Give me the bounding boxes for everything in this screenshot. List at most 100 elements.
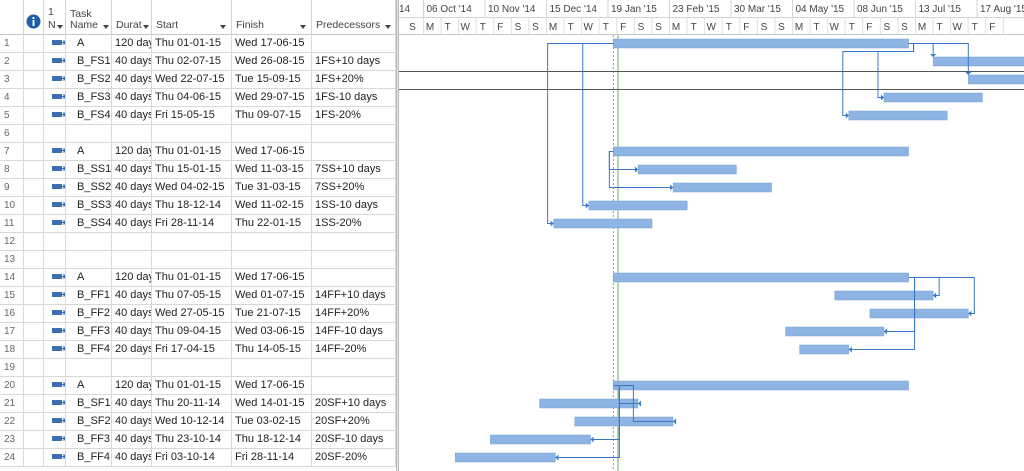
task-name-cell[interactable]: A (66, 35, 112, 52)
row-number[interactable]: 17 (0, 323, 24, 340)
start-cell[interactable]: Thu 18-12-14 (152, 197, 232, 214)
duration-cell[interactable]: 40 days (112, 305, 152, 322)
table-row[interactable]: 8 B_SS1 40 days Thu 15-01-15 Wed 11-03-15 7SS… (0, 161, 396, 179)
finish-cell[interactable]: Tue 03-02-15 (232, 413, 312, 430)
finish-cell[interactable] (232, 125, 312, 142)
duration-cell[interactable] (112, 125, 152, 142)
finish-cell[interactable]: Tue 21-07-15 (232, 305, 312, 322)
finish-cell[interactable]: Wed 17-06-15 (232, 269, 312, 286)
duration-cell[interactable]: 40 days (112, 287, 152, 304)
row-number[interactable]: 8 (0, 161, 24, 178)
duration-cell[interactable]: 120 day (112, 35, 152, 52)
indicator-cell[interactable] (24, 53, 44, 70)
indicator-cell[interactable] (24, 215, 44, 232)
predecessors-cell[interactable] (312, 233, 396, 250)
predecessors-cell[interactable]: 14FF-10 days (312, 323, 396, 340)
finish-cell[interactable]: Tue 31-03-15 (232, 179, 312, 196)
finish-cell[interactable]: Wed 26-08-15 (232, 53, 312, 70)
task-mode-cell[interactable] (44, 251, 66, 268)
indicator-cell[interactable] (24, 323, 44, 340)
predecessors-cell[interactable]: 1SS-20% (312, 215, 396, 232)
task-mode-cell[interactable] (44, 269, 66, 286)
task-name-cell[interactable]: B_SF1 (66, 395, 112, 412)
table-row[interactable]: 19 (0, 359, 396, 377)
predecessors-cell[interactable] (312, 143, 396, 160)
task-mode-cell[interactable] (44, 179, 66, 196)
task-mode-cell[interactable] (44, 233, 66, 250)
row-number[interactable]: 21 (0, 395, 24, 412)
predecessors-cell[interactable]: 1FS-20% (312, 107, 396, 124)
finish-cell[interactable]: Wed 14-01-15 (232, 395, 312, 412)
duration-cell[interactable]: 40 days (112, 449, 152, 466)
indicator-cell[interactable] (24, 269, 44, 286)
table-row[interactable]: 9 B_SS2 40 days Wed 04-02-15 Tue 31-03-15 7SS… (0, 179, 396, 197)
finish-cell[interactable]: Wed 01-07-15 (232, 287, 312, 304)
task-mode-cell[interactable] (44, 215, 66, 232)
start-cell[interactable] (152, 233, 232, 250)
start-cell[interactable]: Thu 04-06-15 (152, 89, 232, 106)
indicator-cell[interactable] (24, 161, 44, 178)
row-number[interactable]: 1 (0, 35, 24, 52)
task-name-cell[interactable]: B_SS3 (66, 197, 112, 214)
task-mode-cell[interactable] (44, 449, 66, 466)
finish-cell[interactable]: Fri 28-11-14 (232, 449, 312, 466)
task-name-cell[interactable] (66, 359, 112, 376)
row-number[interactable]: 15 (0, 287, 24, 304)
chevron-down-icon[interactable] (385, 25, 391, 29)
duration-column-header[interactable]: Durat (112, 0, 152, 35)
task-name-cell[interactable]: A (66, 377, 112, 394)
row-number[interactable]: 20 (0, 377, 24, 394)
gantt-chart[interactable]: 14 06 Oct '14 10 Nov '14 15 Dec '14 19 Jan '… (399, 0, 1024, 471)
table-row[interactable]: 6 (0, 125, 396, 143)
row-number[interactable]: 14 (0, 269, 24, 286)
indicator-cell[interactable] (24, 287, 44, 304)
task-mode-cell[interactable] (44, 35, 66, 52)
predecessors-cell[interactable] (312, 125, 396, 142)
start-cell[interactable]: Thu 01-01-15 (152, 143, 232, 160)
task-name-cell[interactable]: B_FF2 (66, 305, 112, 322)
row-header-corner[interactable] (0, 0, 24, 35)
finish-cell[interactable] (232, 251, 312, 268)
predecessors-cell[interactable]: 7SS+20% (312, 179, 396, 196)
duration-cell[interactable]: 120 day (112, 269, 152, 286)
indicator-cell[interactable] (24, 35, 44, 52)
duration-cell[interactable]: 120 day (112, 143, 152, 160)
duration-cell[interactable]: 20 days (112, 341, 152, 358)
table-row[interactable]: 11 B_SS4 40 days Fri 28-11-14 Thu 22-01-15 1S… (0, 215, 396, 233)
indicator-cell[interactable] (24, 431, 44, 448)
table-row[interactable]: 2 B_FS1 40 days Thu 02-07-15 Wed 26-08-15 1FS… (0, 53, 396, 71)
predecessors-cell[interactable] (312, 35, 396, 52)
finish-cell[interactable]: Tue 15-09-15 (232, 71, 312, 88)
task-name-cell[interactable]: B_FF4 (66, 449, 112, 466)
task-mode-cell[interactable] (44, 431, 66, 448)
start-cell[interactable]: Thu 01-01-15 (152, 377, 232, 394)
row-number[interactable]: 12 (0, 233, 24, 250)
duration-cell[interactable]: 40 days (112, 197, 152, 214)
row-number[interactable]: 23 (0, 431, 24, 448)
table-row[interactable]: 10 B_SS3 40 days Thu 18-12-14 Wed 11-02-15 1S… (0, 197, 396, 215)
row-number[interactable]: 4 (0, 89, 24, 106)
finish-cell[interactable]: Thu 18-12-14 (232, 431, 312, 448)
table-row[interactable]: 22 B_SF2 40 days Wed 10-12-14 Tue 03-02-15 20… (0, 413, 396, 431)
row-number[interactable]: 13 (0, 251, 24, 268)
task-name-cell[interactable]: B_FF3 (66, 431, 112, 448)
table-row[interactable]: 13 (0, 251, 396, 269)
indicator-cell[interactable] (24, 413, 44, 430)
indicator-cell[interactable] (24, 359, 44, 376)
predecessors-cell[interactable]: 14FF+20% (312, 305, 396, 322)
finish-cell[interactable]: Wed 17-06-15 (232, 143, 312, 160)
task-mode-cell[interactable] (44, 359, 66, 376)
table-row[interactable]: 15 B_FF1 40 days Thu 07-05-15 Wed 01-07-15 14… (0, 287, 396, 305)
predecessors-cell[interactable]: 20SF+20% (312, 413, 396, 430)
finish-cell[interactable]: Thu 09-07-15 (232, 107, 312, 124)
finish-cell[interactable] (232, 233, 312, 250)
duration-cell[interactable]: 40 days (112, 323, 152, 340)
predecessors-cell[interactable] (312, 269, 396, 286)
duration-cell[interactable] (112, 251, 152, 268)
chevron-down-icon[interactable] (220, 25, 226, 29)
predecessors-cell[interactable]: 20SF-20% (312, 449, 396, 466)
indicator-cell[interactable] (24, 449, 44, 466)
start-cell[interactable]: Thu 20-11-14 (152, 395, 232, 412)
table-row[interactable]: 4 B_FS3 40 days Thu 04-06-15 Wed 29-07-15 1FS… (0, 89, 396, 107)
row-number[interactable]: 22 (0, 413, 24, 430)
